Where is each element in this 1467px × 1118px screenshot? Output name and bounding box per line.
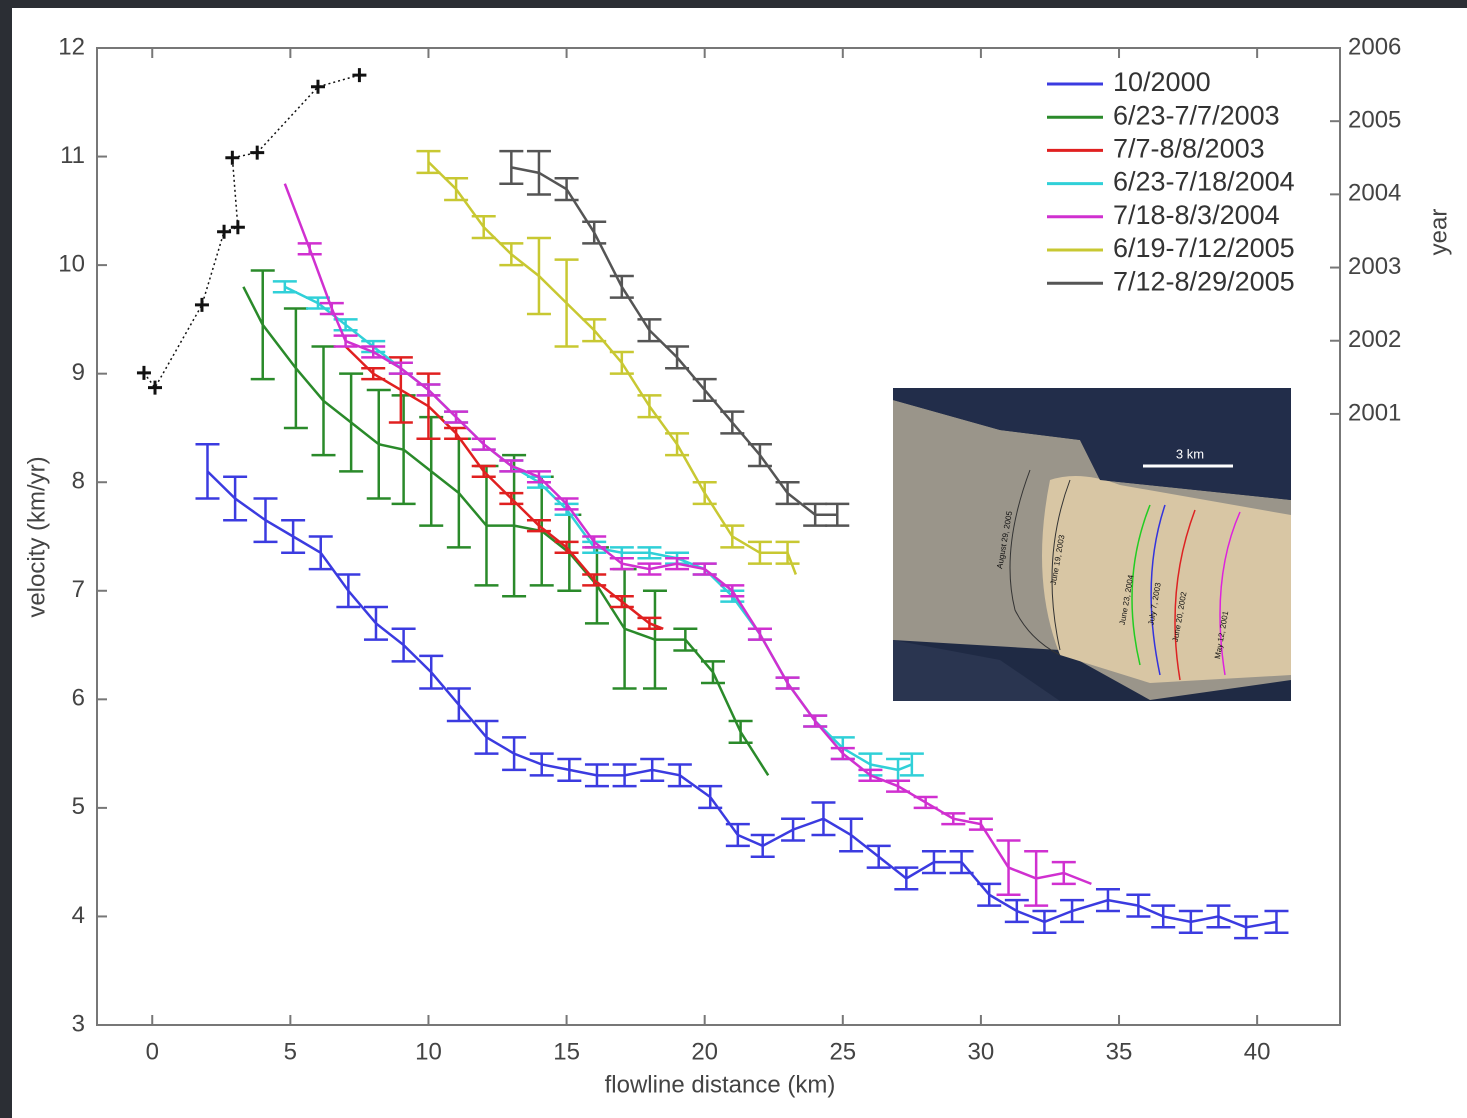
y-tick-label: 8 bbox=[72, 468, 85, 495]
legend-label: 10/2000 bbox=[1113, 67, 1211, 97]
y2-axis-title: year bbox=[1425, 209, 1452, 256]
y2-tick-label: 2006 bbox=[1348, 33, 1401, 60]
y2-tick-label: 2002 bbox=[1348, 326, 1401, 353]
y2-tick-label: 2004 bbox=[1348, 180, 1401, 207]
x-tick-label: 35 bbox=[1106, 1038, 1133, 1065]
legend-label: 7/7-8/8/2003 bbox=[1113, 134, 1265, 164]
page: flowline distance (km) velocity (km/yr) … bbox=[0, 0, 1467, 1118]
y-axis-title: velocity (km/yr) bbox=[23, 456, 50, 617]
legend-label: 7/18-8/3/2004 bbox=[1113, 200, 1280, 230]
y-tick-label: 5 bbox=[72, 793, 85, 820]
y-tick-label: 4 bbox=[72, 902, 85, 929]
inset-photo: 3 km August 29, 2005 June 19, 2003 June … bbox=[893, 388, 1291, 701]
y-tick-label: 3 bbox=[72, 1010, 85, 1037]
x-tick-label: 25 bbox=[829, 1038, 856, 1065]
x-tick-label: 15 bbox=[553, 1038, 580, 1065]
y-tick-label: 6 bbox=[72, 685, 85, 712]
x-tick-label: 5 bbox=[284, 1038, 297, 1065]
x-tick-label: 20 bbox=[691, 1038, 718, 1065]
x-axis-title: flowline distance (km) bbox=[605, 1071, 836, 1098]
x-tick-label: 10 bbox=[415, 1038, 442, 1065]
legend-label: 6/23-7/7/2003 bbox=[1113, 100, 1280, 130]
legend-label: 7/12-8/29/2005 bbox=[1113, 266, 1295, 296]
legend-label: 6/23-7/18/2004 bbox=[1113, 167, 1295, 197]
x-tick-label: 30 bbox=[968, 1038, 995, 1065]
x-tick-label: 0 bbox=[146, 1038, 159, 1065]
chart: flowline distance (km) velocity (km/yr) … bbox=[0, 0, 1467, 1118]
scale-label: 3 km bbox=[1176, 446, 1204, 461]
y2-tick-label: 2003 bbox=[1348, 253, 1401, 280]
y-tick-label: 7 bbox=[72, 576, 85, 603]
y2-tick-label: 2005 bbox=[1348, 107, 1401, 134]
x-tick-label: 40 bbox=[1244, 1038, 1271, 1065]
y-tick-label: 11 bbox=[60, 142, 85, 169]
y-tick-label: 12 bbox=[58, 33, 85, 60]
y2-tick-label: 2001 bbox=[1348, 399, 1401, 426]
y-tick-label: 9 bbox=[72, 359, 85, 386]
legend-label: 6/19-7/12/2005 bbox=[1113, 233, 1295, 263]
y-tick-label: 10 bbox=[58, 250, 85, 277]
